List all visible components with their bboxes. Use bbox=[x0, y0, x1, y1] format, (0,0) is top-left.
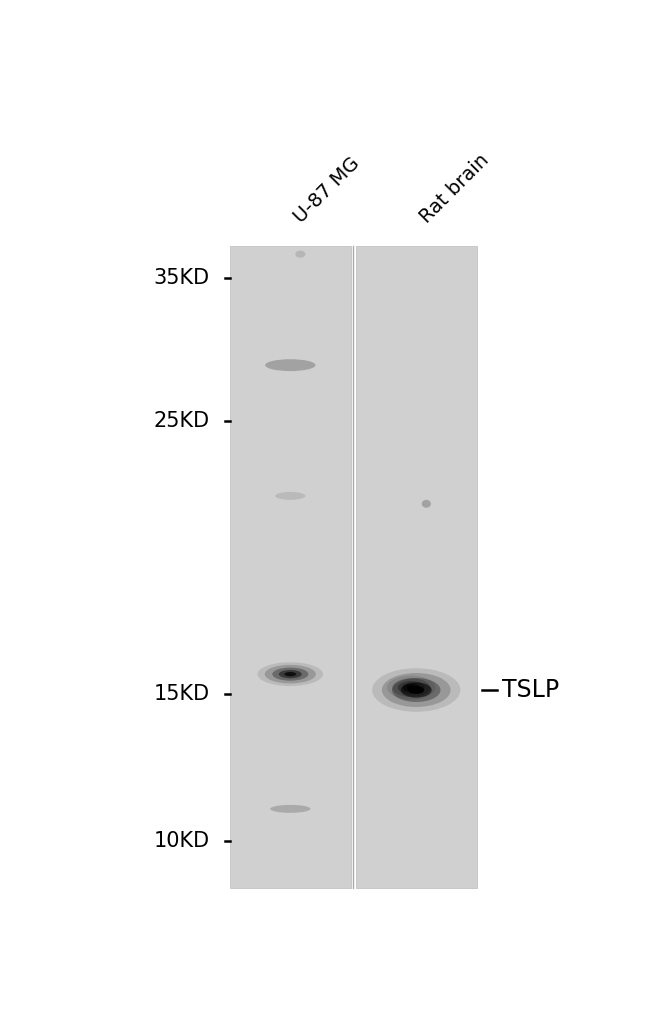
Ellipse shape bbox=[372, 668, 460, 712]
Ellipse shape bbox=[295, 251, 306, 258]
Ellipse shape bbox=[392, 678, 441, 702]
Text: 10KD: 10KD bbox=[153, 830, 210, 851]
Ellipse shape bbox=[408, 686, 424, 694]
Ellipse shape bbox=[382, 673, 450, 707]
Text: U-87 MG: U-87 MG bbox=[291, 153, 363, 226]
Ellipse shape bbox=[270, 805, 311, 813]
Ellipse shape bbox=[285, 672, 296, 676]
Ellipse shape bbox=[407, 685, 415, 689]
Text: Rat brain: Rat brain bbox=[416, 150, 493, 226]
Ellipse shape bbox=[257, 663, 323, 686]
Ellipse shape bbox=[272, 668, 308, 681]
Text: 25KD: 25KD bbox=[153, 411, 210, 430]
Text: 15KD: 15KD bbox=[153, 684, 210, 704]
Ellipse shape bbox=[398, 681, 424, 695]
Ellipse shape bbox=[393, 678, 430, 697]
Ellipse shape bbox=[401, 682, 432, 698]
Ellipse shape bbox=[275, 492, 306, 500]
Ellipse shape bbox=[403, 683, 420, 691]
Text: 35KD: 35KD bbox=[153, 268, 210, 288]
Ellipse shape bbox=[265, 665, 316, 683]
Ellipse shape bbox=[265, 359, 315, 371]
Ellipse shape bbox=[422, 500, 431, 507]
Ellipse shape bbox=[387, 676, 436, 700]
Bar bbox=[230, 246, 351, 888]
Bar bbox=[356, 246, 476, 888]
Text: TSLP: TSLP bbox=[502, 678, 559, 702]
Ellipse shape bbox=[279, 670, 302, 678]
